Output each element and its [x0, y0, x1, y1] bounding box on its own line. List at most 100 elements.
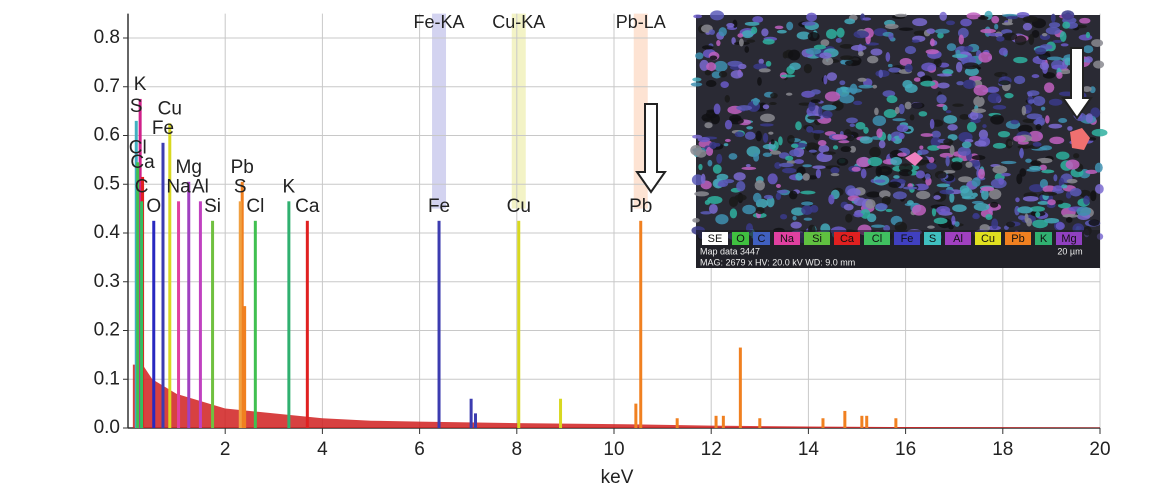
grain	[724, 95, 730, 103]
grain	[980, 186, 995, 192]
grain	[892, 118, 906, 122]
grain	[985, 213, 993, 220]
grain	[853, 100, 863, 106]
grain	[931, 207, 937, 217]
grain	[857, 77, 867, 82]
grain	[1013, 56, 1028, 64]
grain	[884, 23, 899, 30]
grain	[978, 51, 993, 63]
grain	[712, 164, 722, 174]
grain	[1058, 117, 1068, 124]
grain	[817, 140, 827, 146]
grain	[754, 180, 765, 191]
grain	[1048, 98, 1063, 106]
x-tick-label: 2	[220, 439, 231, 460]
grain	[971, 177, 981, 187]
grain	[881, 195, 891, 206]
grain	[893, 175, 900, 179]
grain	[700, 211, 713, 215]
grain	[971, 155, 986, 161]
grain	[762, 38, 775, 45]
grain	[1041, 33, 1048, 37]
grain	[1001, 172, 1011, 177]
legend-swatch	[864, 232, 890, 245]
grain	[942, 170, 956, 174]
grain	[904, 46, 917, 55]
minor-peak	[865, 415, 869, 428]
grain	[960, 18, 972, 27]
grain	[701, 45, 714, 50]
grain	[890, 137, 896, 142]
y-tick-label: 0.0	[94, 417, 120, 438]
grain	[956, 81, 964, 86]
grain	[902, 80, 913, 89]
grain	[826, 28, 837, 40]
minor-peak	[738, 347, 742, 428]
grain	[774, 162, 782, 169]
grain	[1016, 173, 1023, 185]
grain	[813, 44, 826, 50]
grain	[1070, 128, 1090, 150]
grain	[785, 155, 794, 161]
grain	[753, 153, 760, 162]
grain	[830, 173, 840, 177]
grain	[713, 103, 721, 115]
grain	[776, 183, 781, 188]
legend-label: Si	[812, 233, 822, 245]
x-tick-label: 18	[992, 439, 1013, 460]
peak	[177, 201, 181, 428]
grain	[885, 208, 893, 213]
grain	[912, 18, 928, 27]
inset: SE O C Na Si Ca Cl Fe S Al Cu Pb K Mg Map data 3447MAG…	[690, 10, 1108, 268]
grain	[1067, 126, 1073, 131]
grain	[867, 156, 883, 167]
minor-peak	[860, 415, 864, 428]
grain	[695, 52, 704, 60]
grain	[774, 25, 784, 30]
grain	[892, 191, 907, 200]
grain	[752, 16, 764, 23]
grain	[828, 194, 835, 205]
grain	[752, 97, 759, 106]
grain	[1083, 195, 1090, 205]
grain	[824, 91, 841, 102]
grain	[745, 163, 751, 168]
y-tick-label: 0.3	[94, 271, 120, 292]
line-label: Cu-KA	[492, 12, 545, 32]
grain	[1026, 90, 1040, 96]
grain	[839, 94, 855, 104]
grain	[874, 107, 879, 116]
legend-swatch	[975, 232, 1001, 245]
grain	[957, 146, 971, 156]
grain	[801, 21, 816, 26]
grain	[1037, 201, 1049, 205]
grain	[1022, 15, 1039, 23]
grain	[1005, 221, 1016, 228]
grain	[720, 81, 729, 88]
grain	[969, 111, 979, 120]
grain	[1058, 202, 1071, 209]
grain	[863, 126, 869, 134]
grain	[762, 152, 772, 157]
peak-label: Al	[192, 176, 209, 197]
grain	[942, 104, 948, 111]
grain	[1064, 57, 1072, 66]
grain	[786, 21, 794, 31]
grain	[787, 134, 795, 145]
peak-label: Pb	[231, 157, 254, 178]
grain	[782, 167, 797, 174]
grain	[946, 43, 957, 52]
grain	[930, 38, 935, 47]
grain	[981, 189, 989, 200]
grain	[997, 130, 1011, 138]
grain	[887, 133, 892, 142]
grain	[755, 130, 762, 142]
grain	[959, 185, 970, 194]
grain	[822, 110, 833, 119]
grain	[724, 138, 731, 142]
grain	[933, 58, 942, 68]
grain	[762, 143, 777, 150]
grain	[919, 145, 924, 150]
grain	[871, 224, 885, 228]
